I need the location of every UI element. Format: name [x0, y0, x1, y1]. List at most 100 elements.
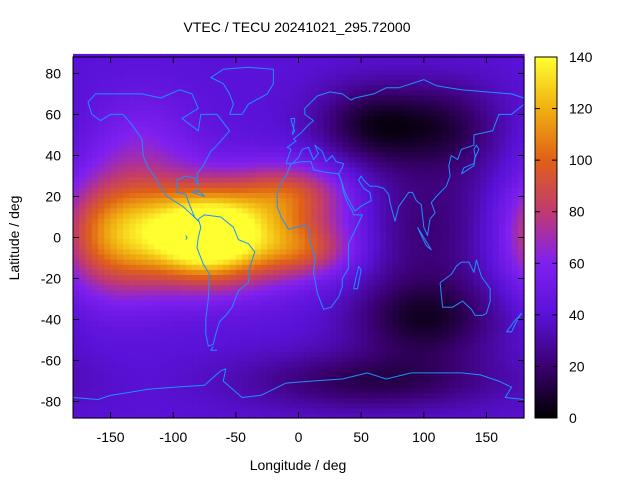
heatmap-cell — [179, 146, 187, 152]
heatmap-cell — [423, 146, 431, 152]
heatmap-cell — [273, 100, 281, 106]
heatmap-cell — [141, 361, 149, 368]
heatmap-cell — [135, 59, 143, 65]
heatmap-cell — [398, 289, 406, 296]
heatmap-cell — [336, 182, 343, 188]
heatmap-cell — [273, 89, 281, 96]
heatmap-cell — [141, 115, 149, 122]
heatmap-cell — [430, 325, 437, 332]
heatmap-cell — [461, 135, 469, 142]
heatmap-cell — [285, 392, 293, 399]
heatmap-cell — [104, 59, 112, 65]
heatmap-cell — [267, 346, 275, 352]
heatmap-cell — [154, 192, 162, 199]
heatmap-cell — [430, 412, 437, 419]
heatmap-cell — [498, 392, 506, 399]
heatmap-cell — [430, 387, 437, 393]
heatmap-cell — [354, 248, 362, 255]
heatmap-cell — [411, 392, 419, 399]
heatmap-cell — [285, 182, 293, 188]
heatmap-cell — [185, 233, 193, 240]
heatmap-cell — [417, 207, 425, 214]
heatmap-cell — [505, 69, 513, 76]
heatmap-cell — [166, 412, 174, 419]
heatmap-cell — [148, 259, 156, 265]
heatmap-cell — [173, 197, 181, 204]
heatmap-cell — [73, 130, 80, 137]
heatmap-cell — [141, 294, 149, 301]
heatmap-cell — [423, 253, 431, 260]
heatmap-cell — [160, 382, 168, 388]
heatmap-cell — [336, 264, 343, 270]
heatmap-cell — [398, 141, 406, 147]
heatmap-cell — [486, 346, 494, 352]
heatmap-cell — [129, 259, 137, 265]
heatmap-cell — [135, 412, 143, 419]
heatmap-cell — [392, 192, 400, 199]
heatmap-cell — [304, 284, 312, 291]
heatmap-cell — [223, 176, 231, 183]
heatmap-cell — [448, 100, 456, 106]
heatmap-cell — [442, 248, 450, 255]
heatmap-cell — [135, 100, 143, 106]
heatmap-cell — [329, 74, 337, 81]
heatmap-cell — [204, 59, 212, 65]
heatmap-cell — [448, 192, 456, 199]
heatmap-cell — [323, 135, 331, 142]
heatmap-cell — [229, 330, 237, 337]
heatmap-cell — [229, 289, 237, 296]
heatmap-cell — [311, 105, 318, 111]
heatmap-cell — [329, 161, 337, 168]
heatmap-cell — [436, 387, 444, 393]
heatmap-cell — [116, 100, 124, 106]
heatmap-cell — [361, 135, 368, 142]
heatmap-cell — [123, 59, 130, 65]
heatmap-cell — [423, 105, 431, 111]
heatmap-cell — [135, 341, 143, 347]
heatmap-cell — [492, 69, 500, 76]
heatmap-cell — [85, 141, 93, 147]
heatmap-cell — [254, 320, 262, 327]
heatmap-cell — [85, 171, 93, 178]
heatmap-cell — [104, 335, 112, 342]
heatmap-cell — [461, 382, 469, 388]
heatmap-cell — [505, 100, 513, 106]
heatmap-cell — [329, 356, 337, 363]
heatmap-cell — [348, 212, 356, 219]
heatmap-cell — [166, 59, 174, 65]
heatmap-cell — [448, 279, 456, 286]
heatmap-cell — [204, 371, 212, 378]
heatmap-cell — [116, 392, 124, 399]
heatmap-cell — [498, 74, 506, 81]
heatmap-cell — [73, 366, 80, 373]
heatmap-cell — [304, 233, 312, 240]
heatmap-cell — [285, 120, 293, 127]
heatmap-cell — [367, 320, 375, 327]
heatmap-cell — [411, 330, 419, 337]
heatmap-cell — [317, 89, 325, 96]
heatmap-cell — [467, 69, 475, 76]
heatmap-cell — [123, 238, 130, 245]
heatmap-cell — [467, 376, 475, 383]
heatmap-cell — [361, 289, 368, 296]
heatmap-cell — [404, 120, 412, 127]
heatmap-cell — [492, 407, 500, 414]
heatmap-cell — [217, 305, 224, 311]
heatmap-cell — [91, 192, 99, 199]
heatmap-cell — [98, 300, 105, 306]
heatmap-cell — [492, 341, 500, 347]
heatmap-cell — [229, 161, 237, 168]
heatmap-cell — [311, 294, 318, 301]
heatmap-cell — [448, 305, 456, 311]
heatmap-cell — [185, 289, 193, 296]
heatmap-cell — [498, 397, 506, 404]
heatmap-cell — [329, 146, 337, 152]
heatmap-cell — [361, 218, 368, 224]
heatmap-cell — [311, 233, 318, 240]
heatmap-cell — [148, 187, 156, 193]
heatmap-cell — [511, 289, 519, 296]
heatmap-cell — [123, 325, 130, 332]
heatmap-cell — [229, 264, 237, 270]
heatmap-cell — [242, 351, 249, 358]
heatmap-cell — [329, 392, 337, 399]
